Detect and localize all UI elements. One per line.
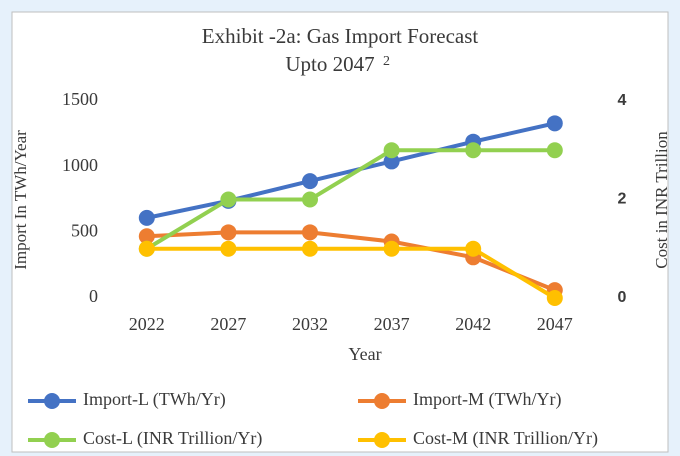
series-line bbox=[146, 230, 556, 292]
data-point bbox=[138, 240, 155, 257]
y-tick-label: 0 bbox=[89, 286, 98, 306]
title-note: 2 bbox=[383, 54, 390, 69]
legend-label: Cost-L (INR Trillion/Yr) bbox=[83, 428, 262, 449]
y2-tick-label: 4 bbox=[618, 92, 627, 109]
data-point bbox=[302, 173, 318, 190]
data-point bbox=[383, 240, 400, 257]
series-line bbox=[146, 246, 556, 300]
y-tick-label: 1000 bbox=[62, 155, 98, 175]
y2-tick-label: 2 bbox=[618, 191, 627, 208]
x-tick-label: 2042 bbox=[455, 314, 491, 334]
legend-label: Import-M (TWh/Yr) bbox=[413, 389, 561, 410]
data-point bbox=[546, 142, 563, 159]
legend-label: Import-L (TWh/Yr) bbox=[83, 389, 226, 410]
chart-panel bbox=[11, 11, 669, 453]
y-tick-label: 1500 bbox=[62, 89, 98, 109]
x-tick-label: 2027 bbox=[210, 314, 246, 334]
x-tick-label: 2037 bbox=[374, 314, 410, 334]
chart-title: Upto 2047 bbox=[285, 52, 374, 76]
y2-tick-label: 0 bbox=[618, 289, 627, 306]
x-tick-label: 2047 bbox=[537, 314, 573, 334]
data-point bbox=[220, 240, 237, 257]
legend-marker bbox=[374, 432, 390, 448]
chart-title: Exhibit -2a: Gas Import Forecast bbox=[202, 24, 479, 48]
y-axis-title: Import In TWh/Year bbox=[11, 130, 30, 270]
data-point bbox=[546, 290, 563, 306]
legend-marker bbox=[44, 393, 60, 409]
y2-axis-title: Cost in INR Trillion bbox=[652, 131, 671, 269]
data-point bbox=[302, 191, 318, 208]
y-tick-label: 500 bbox=[71, 220, 98, 240]
data-point bbox=[220, 191, 237, 208]
data-point bbox=[138, 228, 155, 245]
data-point bbox=[220, 224, 237, 241]
x-tick-label: 2022 bbox=[129, 314, 165, 334]
series-line bbox=[145, 148, 555, 251]
data-point bbox=[383, 153, 400, 170]
x-axis-title: Year bbox=[348, 344, 381, 364]
series-line bbox=[146, 121, 556, 220]
legend-marker bbox=[44, 432, 60, 448]
x-tick-label: 2032 bbox=[292, 314, 328, 334]
data-point bbox=[465, 142, 482, 159]
legend-label: Cost-M (INR Trillion/Yr) bbox=[413, 428, 598, 449]
data-point bbox=[302, 240, 318, 257]
data-point bbox=[383, 142, 400, 159]
data-point bbox=[302, 224, 318, 241]
data-point bbox=[465, 240, 482, 257]
legend-marker bbox=[374, 393, 390, 409]
data-point bbox=[138, 209, 155, 226]
data-point bbox=[546, 115, 563, 132]
